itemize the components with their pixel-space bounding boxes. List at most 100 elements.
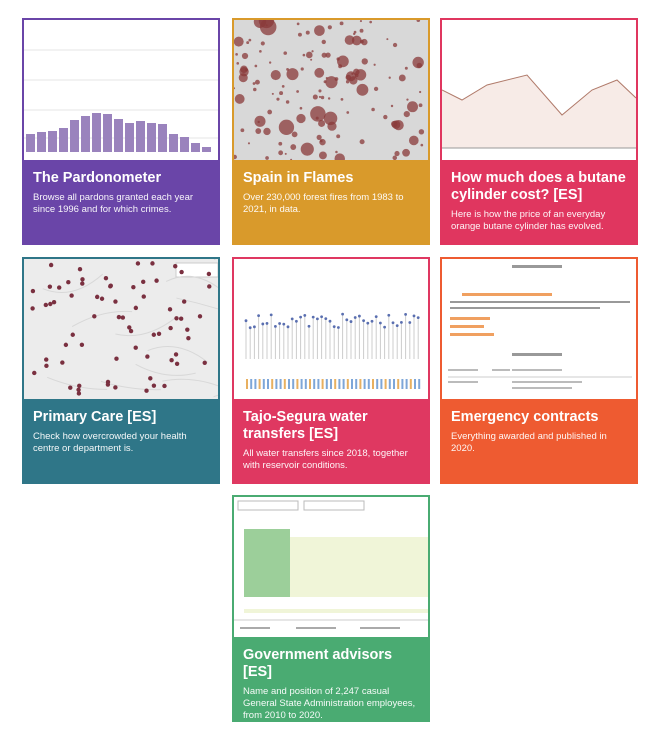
decoration: [32, 370, 37, 376]
decoration: [290, 144, 297, 150]
decoration: [349, 320, 353, 323]
decoration: [338, 379, 341, 389]
card-description: Over 230,000 forest fires from 1983 to 2…: [243, 192, 404, 215]
decoration: [278, 141, 283, 146]
decoration: [284, 152, 287, 155]
decoration: [340, 98, 344, 101]
decoration: [279, 379, 282, 389]
decoration: [391, 321, 395, 325]
decoration: [346, 379, 349, 389]
decoration: [321, 52, 327, 58]
decoration: [68, 385, 73, 390]
decoration: [254, 379, 257, 389]
card-description: All water transfers since 2018, together…: [243, 448, 408, 471]
decoration: [392, 42, 398, 48]
card-title: Primary Care [ES]: [33, 409, 157, 425]
card-body: Primary Care [ES] Check how overcrowded …: [24, 399, 218, 482]
decoration: [258, 379, 261, 389]
card-title: Tajo-Segura water transfers [ES]: [243, 409, 368, 442]
decoration: [92, 314, 97, 319]
decoration: [334, 153, 345, 160]
thumbnail: [24, 20, 218, 160]
decoration: [332, 325, 336, 329]
decoration: [323, 80, 327, 84]
project-card[interactable]: Tajo-Segura water transfers [ES] All wat…: [232, 257, 430, 484]
decoration: [416, 316, 420, 320]
decoration: [359, 139, 365, 145]
decoration: [105, 382, 111, 387]
decoration: [79, 342, 85, 347]
decoration: [279, 91, 284, 96]
card-title: Spain in Flames: [243, 170, 354, 186]
decoration: [128, 328, 134, 334]
decoration: [408, 135, 419, 146]
decoration: [178, 316, 184, 321]
decoration: [345, 80, 350, 84]
decoration: [416, 20, 421, 23]
decoration: [311, 315, 315, 319]
project-card[interactable]: Spain in Flames Over 230,000 forest fire…: [232, 18, 430, 245]
decoration: [352, 32, 356, 36]
decoration: [371, 107, 375, 112]
decoration: [285, 100, 290, 104]
card-body: How much does a butane cylinder cost? [E…: [442, 160, 636, 243]
decoration: [265, 156, 269, 160]
decoration: [135, 261, 141, 266]
decoration: [299, 315, 302, 319]
decoration: [300, 379, 303, 389]
bar-thumbnail: [24, 49, 218, 152]
decoration: [263, 127, 271, 136]
decoration: [304, 379, 307, 389]
decoration: [355, 73, 359, 78]
decoration: [291, 131, 298, 138]
project-card[interactable]: Government advisors [ES] Name and positi…: [232, 495, 430, 722]
decoration: [366, 321, 370, 325]
decoration: [113, 385, 118, 390]
decoration: [397, 379, 400, 389]
card-body: Government advisors [ES] Name and positi…: [234, 637, 428, 720]
card-title: The Pardonometer: [33, 170, 162, 186]
project-card[interactable]: Emergency contracts Everything awarded a…: [440, 257, 638, 484]
decoration: [369, 20, 373, 24]
decoration: [404, 66, 408, 70]
project-card[interactable]: Primary Care [ES] Check how overcrowded …: [22, 257, 220, 484]
decoration: [311, 50, 314, 53]
decoration: [358, 314, 361, 318]
decoration: [265, 322, 269, 325]
decoration: [267, 109, 273, 115]
project-card[interactable]: How much does a butane cylinder cost? [E…: [440, 18, 638, 245]
decoration: [380, 379, 383, 389]
map-thumbnail: [30, 259, 218, 398]
decoration: [278, 150, 284, 156]
decoration: [309, 379, 311, 389]
decoration: [296, 379, 299, 389]
decoration: [173, 264, 178, 269]
decoration: [144, 388, 149, 393]
card-body: Spain in Flames Over 230,000 forest fire…: [234, 160, 428, 243]
decoration: [316, 317, 319, 321]
decoration: [353, 316, 357, 319]
decoration: [48, 262, 54, 268]
decoration: [241, 52, 249, 60]
project-card[interactable]: The Pardonometer Browse all pardons gran…: [22, 18, 220, 245]
decoration: [318, 151, 327, 160]
decoration: [253, 20, 267, 28]
decoration: [392, 155, 398, 160]
decoration: [418, 129, 425, 135]
decoration: [414, 379, 416, 389]
decoration: [290, 317, 294, 321]
decoration: [167, 307, 173, 312]
decoration: [319, 138, 326, 146]
decoration: [206, 271, 212, 277]
decoration: [270, 70, 281, 81]
decoration: [246, 41, 250, 45]
decoration: [388, 76, 391, 79]
decoration: [355, 379, 358, 389]
decoration: [269, 61, 272, 64]
decoration: [351, 72, 354, 75]
decoration: [156, 331, 162, 336]
decoration: [281, 85, 285, 88]
decoration: [252, 82, 256, 85]
decoration: [255, 128, 262, 134]
